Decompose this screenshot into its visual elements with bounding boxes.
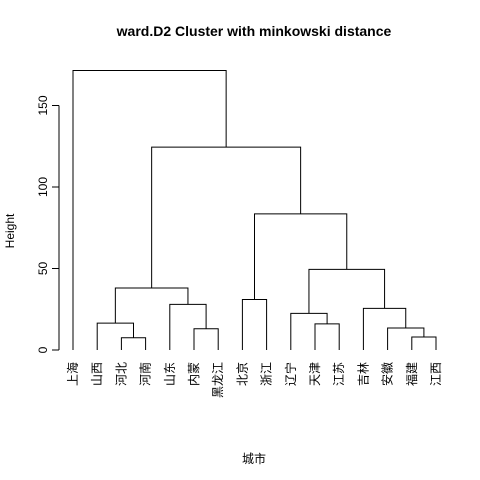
leaf-label: 安徽 xyxy=(380,362,395,386)
dendrogram-merge-m9 xyxy=(411,336,437,350)
y-tick-label: 150 xyxy=(36,95,50,115)
dendrogram-merge-m14 xyxy=(151,146,302,289)
dendrogram-merge-m12 xyxy=(308,268,386,314)
dendrogram-merge-m8 xyxy=(290,312,328,350)
dendrogram-merge-m5 xyxy=(114,287,189,324)
dendrogram-merge-m2 xyxy=(96,322,134,350)
leaf-label: 江苏 xyxy=(332,362,346,386)
leaf-label: 山东 xyxy=(163,362,177,386)
leaf-label: 上海 xyxy=(65,362,80,386)
dendrogram-merge-m6 xyxy=(241,298,268,350)
y-axis: 0 50 100 150 xyxy=(36,95,60,353)
dendrogram-merge-m7 xyxy=(314,323,340,350)
dendrogram-merge-m15 xyxy=(72,69,227,350)
leaf-label: 河北 xyxy=(114,362,128,386)
y-tick-label: 100 xyxy=(36,177,50,197)
leaf-label: 内蒙 xyxy=(187,362,201,386)
leaf-label: 河南 xyxy=(138,362,153,386)
leaf-label: 福建 xyxy=(404,362,419,386)
y-tick-label: 0 xyxy=(36,346,50,353)
y-axis-label: Height xyxy=(3,213,17,248)
leaf-labels: 上海 山西 河北 河南 山东 内蒙 黑龙江 北京 浙江 辽宁 天津 江苏 吉林 安徽 福建 江西 xyxy=(65,362,443,398)
dendrogram-merge-m3 xyxy=(193,328,219,350)
leaf-label: 天津 xyxy=(308,362,322,386)
leaf-label: 黑龙江 xyxy=(211,362,225,398)
dendrogram-merge-m11 xyxy=(362,307,407,350)
leaf-label: 江西 xyxy=(429,362,443,386)
y-tick-label: 50 xyxy=(36,262,50,276)
dendrogram-merge-m13 xyxy=(254,213,348,300)
leaf-label: 辽宁 xyxy=(283,362,298,386)
leaf-label: 北京 xyxy=(235,362,249,386)
dendrogram-merge-m10 xyxy=(387,327,425,350)
leaf-label: 吉林 xyxy=(356,362,370,386)
chart-title: ward.D2 Cluster with minkowski distance xyxy=(116,23,392,39)
x-axis-label: 城市 xyxy=(242,451,266,466)
dendrogram-tree xyxy=(72,69,437,350)
leaf-label: 山西 xyxy=(90,362,104,386)
leaf-label: 浙江 xyxy=(260,362,274,386)
dendrogram-merge-m1 xyxy=(120,337,147,350)
dendrogram-merge-m4 xyxy=(169,303,207,350)
